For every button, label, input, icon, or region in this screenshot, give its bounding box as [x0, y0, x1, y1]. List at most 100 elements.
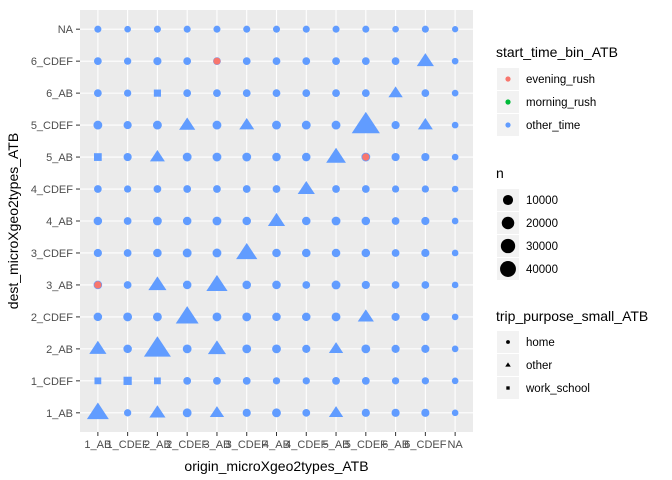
legend-size-swatch	[502, 194, 514, 206]
data-point	[272, 408, 281, 418]
data-point	[421, 216, 430, 226]
data-point	[153, 25, 161, 33]
data-point	[89, 340, 107, 354]
data-point	[451, 153, 459, 161]
data-point	[123, 312, 133, 322]
data-point	[272, 377, 281, 385]
data-point	[179, 117, 196, 130]
data-point	[391, 312, 400, 321]
y-tick-label: 3_AB	[46, 280, 73, 292]
data-point	[124, 185, 132, 193]
data-point	[242, 344, 252, 354]
data-point	[331, 248, 341, 258]
data-point	[152, 120, 162, 130]
data-point	[391, 217, 400, 225]
x-tick-label: 5_AB	[323, 439, 350, 451]
data-point	[451, 377, 459, 385]
data-point	[301, 120, 311, 130]
data-point	[421, 248, 430, 258]
legend-size-title: n	[496, 165, 504, 181]
data-point	[242, 312, 252, 322]
data-point	[94, 25, 102, 33]
legend-label: 10000	[526, 195, 558, 207]
data-point	[182, 280, 192, 290]
data-point	[302, 312, 311, 322]
x-axis: 1_AB1_CDEF2_AB2_CDEF3_AB3_CDEF4_AB4_CDEF…	[84, 432, 463, 451]
data-point	[302, 377, 310, 385]
data-point	[93, 89, 102, 97]
x-tick-label: 2_AB	[144, 439, 171, 451]
legend-label: work_school	[525, 383, 590, 395]
data-point	[207, 340, 227, 355]
data-point	[239, 118, 255, 130]
data-point	[302, 248, 311, 258]
data-point	[361, 89, 370, 97]
data-point	[361, 57, 370, 66]
data-point	[421, 25, 429, 33]
data-point	[302, 216, 311, 226]
data-point	[242, 89, 251, 97]
data-point	[421, 89, 430, 97]
data-point	[93, 57, 102, 66]
legend-label: other_time	[526, 120, 580, 132]
data-point	[302, 408, 311, 417]
y-tick-label: 2_AB	[46, 344, 73, 356]
data-point	[421, 377, 429, 385]
data-point	[361, 216, 371, 226]
legend-label: morning_rush	[526, 97, 596, 109]
data-point	[124, 25, 131, 33]
data-point	[361, 248, 371, 258]
data-point	[272, 248, 281, 258]
y-tick-label: 1_CDEF	[31, 376, 73, 388]
data-point	[331, 280, 341, 290]
data-point	[328, 406, 344, 417]
data-point	[351, 111, 380, 134]
data-point	[451, 249, 459, 257]
legend-size-swatch	[500, 238, 516, 254]
data-point	[86, 402, 109, 420]
legend-swatch	[505, 99, 511, 105]
data-point	[213, 185, 221, 193]
data-point	[451, 409, 459, 417]
data-point	[421, 344, 430, 353]
data-point	[143, 336, 171, 357]
legend-label: 40000	[526, 264, 558, 276]
data-point	[124, 57, 132, 65]
data-point	[123, 217, 132, 225]
data-point	[212, 152, 222, 162]
x-tick-label: 3_CDEF	[226, 439, 268, 451]
data-point	[451, 185, 459, 193]
data-point	[236, 242, 258, 260]
data-point	[272, 344, 281, 354]
data-point	[242, 376, 251, 385]
y-tick-label: NA	[58, 24, 74, 36]
data-point	[388, 86, 403, 98]
data-point	[212, 120, 222, 130]
legend-label: other	[526, 360, 552, 372]
data-point	[451, 26, 459, 33]
y-tick-label: 5_CDEF	[31, 120, 73, 132]
legend-color-title: start_time_bin_ATB	[496, 44, 618, 60]
data-point	[361, 376, 370, 385]
y-tick-label: 3_CDEF	[31, 248, 73, 260]
legend-shape-title: trip_purpose_small_ATB	[496, 308, 648, 324]
data-point	[357, 309, 374, 322]
data-point	[154, 377, 161, 385]
legend-shape-swatch	[505, 362, 511, 367]
data-point	[242, 185, 251, 193]
data-point	[182, 216, 192, 226]
data-point	[124, 409, 132, 417]
data-point	[362, 25, 370, 33]
data-point	[213, 25, 221, 33]
data-point	[421, 281, 430, 289]
data-point	[331, 216, 341, 226]
data-point	[123, 344, 132, 354]
data-point	[332, 185, 340, 193]
legend-size-swatch	[501, 216, 515, 230]
data-point	[93, 153, 102, 161]
legend-swatch	[505, 76, 511, 82]
data-point	[391, 344, 400, 353]
data-point	[362, 153, 370, 161]
data-point	[175, 306, 199, 324]
